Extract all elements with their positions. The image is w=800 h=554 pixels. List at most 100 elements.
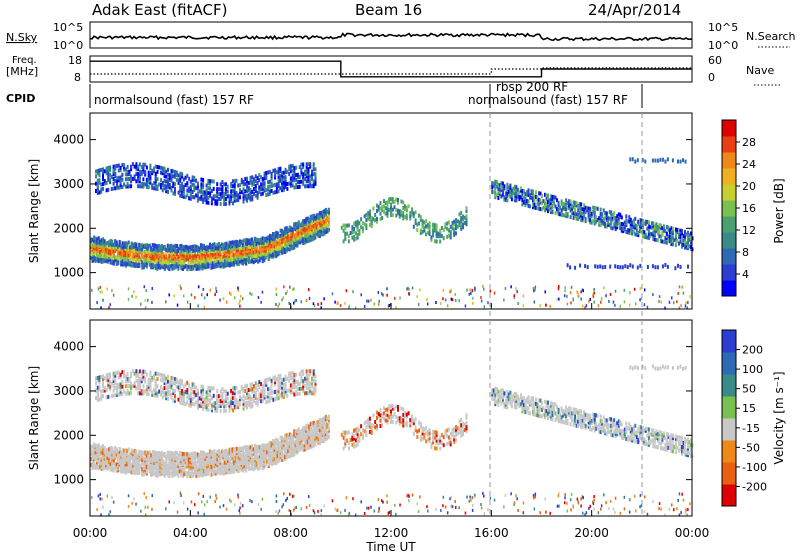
data-cell <box>138 245 141 250</box>
data-cell <box>297 231 300 236</box>
data-cell <box>160 170 162 175</box>
data-cell <box>611 217 614 222</box>
data-cell <box>138 449 141 454</box>
data-cell <box>326 436 329 441</box>
data-cell <box>132 248 135 253</box>
data-cell <box>435 228 438 233</box>
data-cell <box>291 183 294 188</box>
data-cell <box>190 468 193 473</box>
data-cell <box>190 251 193 256</box>
data-cell <box>177 262 180 267</box>
data-cell <box>147 466 150 471</box>
data-cell <box>195 248 198 253</box>
data-cell <box>213 449 216 454</box>
data-cell <box>522 304 525 308</box>
data-cell <box>219 264 222 269</box>
data-cell <box>149 180 152 185</box>
data-cell <box>614 264 617 269</box>
data-cell <box>261 455 264 460</box>
data-cell <box>435 223 438 228</box>
data-cell <box>203 197 206 202</box>
data-cell <box>409 211 412 216</box>
data-cell <box>108 256 111 260</box>
data-cell <box>541 207 543 212</box>
data-cell <box>180 287 182 290</box>
data-cell <box>254 244 257 248</box>
data-cell <box>156 250 159 255</box>
data-cell <box>345 289 348 293</box>
data-cell <box>685 245 688 250</box>
data-cell <box>356 227 359 232</box>
data-cell <box>317 437 320 442</box>
data-cell <box>138 465 141 470</box>
data-cell <box>124 470 127 475</box>
data-cell <box>613 224 616 229</box>
data-cell <box>132 452 135 457</box>
data-cell <box>154 179 157 184</box>
data-cell <box>368 214 371 219</box>
data-cell <box>305 446 308 451</box>
data-cell <box>267 187 270 192</box>
data-cell <box>177 469 180 474</box>
data-cell <box>236 461 239 466</box>
data-cell <box>257 237 260 242</box>
data-cell <box>136 454 139 458</box>
data-cell <box>267 462 270 467</box>
data-cell <box>216 187 219 192</box>
data-cell <box>236 242 239 247</box>
data-cell <box>275 189 278 194</box>
data-cell <box>226 194 229 199</box>
data-cell <box>142 167 145 172</box>
data-cell <box>323 416 326 421</box>
data-cell <box>453 232 456 237</box>
data-cell <box>551 199 554 204</box>
data-cell <box>532 202 534 207</box>
data-cell <box>647 224 650 229</box>
data-cell <box>652 237 655 242</box>
data-cell <box>299 447 302 452</box>
data-cell <box>153 181 155 186</box>
data-cell <box>544 201 546 206</box>
data-cell <box>533 289 535 293</box>
data-cell <box>182 187 185 192</box>
data-cell <box>193 256 196 261</box>
data-cell <box>289 176 292 181</box>
data-cell <box>189 196 192 201</box>
data-cell <box>539 198 542 203</box>
data-cell <box>572 211 575 216</box>
data-cell <box>236 449 239 454</box>
data-cell <box>685 301 687 305</box>
data-cell <box>278 449 281 454</box>
data-cell <box>109 165 112 170</box>
data-cell <box>230 292 232 296</box>
data-cell <box>278 453 281 458</box>
data-cell <box>102 376 104 381</box>
data-cell <box>168 461 171 465</box>
data-cell <box>100 306 102 310</box>
data-cell <box>623 225 626 230</box>
data-cell <box>665 240 668 245</box>
data-cell <box>222 464 225 469</box>
data-cell <box>269 239 272 243</box>
data-cell <box>323 297 325 301</box>
data-cell <box>547 209 549 214</box>
data-cell <box>565 211 568 216</box>
data-cell <box>94 466 97 470</box>
data-cell <box>180 249 183 253</box>
data-cell <box>640 222 643 227</box>
data-cell <box>94 256 97 261</box>
data-cell <box>137 172 140 176</box>
data-cell <box>306 233 309 238</box>
data-cell <box>506 193 509 198</box>
data-cell <box>257 458 260 463</box>
data-cell <box>144 261 147 266</box>
data-cell <box>227 468 230 473</box>
data-cell <box>272 253 275 257</box>
data-cell <box>303 232 306 237</box>
data-cell <box>270 239 273 244</box>
data-cell <box>529 204 531 209</box>
data-cell <box>105 254 108 259</box>
data-cell <box>213 458 216 463</box>
data-cell <box>217 241 221 246</box>
data-cell <box>237 464 240 469</box>
